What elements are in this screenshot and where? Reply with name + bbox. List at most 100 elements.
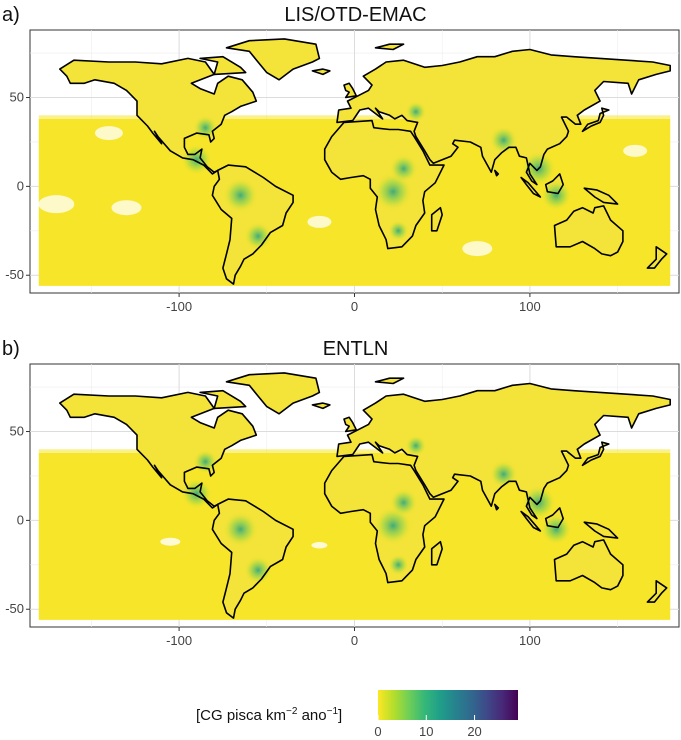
data-gap [94,126,123,141]
land-fill-japan [582,442,609,466]
hotspot [389,154,418,183]
land-fill-uk [344,83,357,98]
hotspot [540,179,573,212]
land-fill-eurasia [337,49,671,185]
land-fill-baffin [200,56,246,75]
x-tick-label: 0 [351,299,358,314]
coastline-svalbard [374,377,405,385]
land-fill-baffin [200,390,246,409]
coastline-north-america [59,391,258,509]
land-fill-north-america [59,392,257,508]
map-b: -100 0 100 -50 0 50 [5,363,680,648]
x-tick-label: 0 [351,633,358,648]
x-tick-label: 100 [519,299,541,314]
hotspot [489,460,518,489]
coastline-iceland [311,68,331,76]
colorbar: 0 10 20 [374,690,518,739]
land-fill-new-zealand [647,580,667,603]
coastline-borneo [544,173,564,195]
coastline-japan [581,107,610,133]
colorbar-tick-label: 10 [419,724,433,739]
data-gap [307,215,332,228]
land-fill-uk [344,417,357,432]
coastline-south-america [211,498,294,619]
land-fill-new-guinea [584,522,618,539]
hotspot [222,511,259,547]
x-tick-label: -100 [166,633,192,648]
land-fill-australia [554,539,623,590]
hotspot [387,220,409,242]
legend-title: [CG pisca km−2 ano−1] [196,706,343,724]
coastline-uk [343,416,358,433]
hotspot [540,513,573,546]
x-tick-label: 100 [519,633,541,648]
coastline-eurasia [336,48,671,186]
coastline-south-america [211,164,294,285]
coastline-baffin [199,55,247,76]
land-fill-japan [582,108,609,132]
coastline-new-guinea [583,521,619,539]
coastline-new-zealand [646,246,668,269]
hotspot [405,101,427,123]
hotspot [180,477,213,510]
y-tick-label: 50 [10,424,24,439]
data-gap [111,200,142,216]
y-tick-label: 50 [10,90,24,105]
land-fill-new-guinea [584,188,618,205]
land-fill-greenland [226,372,320,414]
coastline-eurasia [336,382,671,520]
colorbar-gradient [378,690,518,720]
coastline-north-america [59,57,258,175]
hotspot [222,177,259,213]
panel-a-title: LIS/OTD-EMAC [284,4,427,26]
y-tick-label: -50 [5,267,24,282]
coastline-madagascar [430,540,443,566]
y-tick-label: -50 [5,601,24,616]
coastline-svalbard [374,43,405,51]
coastline-sri-lanka [494,503,500,511]
data-gap [160,537,181,546]
coastline-australia [553,205,624,257]
coastline-borneo [544,507,564,529]
coastline-madagascar [430,206,443,232]
coastline-sumatra [520,176,542,198]
colorbar-tick-label: 0 [374,724,381,739]
coastline-iceland [311,402,331,410]
coastline-sri-lanka [494,169,500,177]
coastline-new-zealand [646,580,668,603]
panel-b-title: ENTLN [322,338,389,360]
data-gap [623,144,648,157]
y-tick-label: 0 [17,512,24,527]
data-gap [311,542,328,549]
coastline-uk [343,82,358,99]
hotspot [180,143,213,176]
coastline-australia [553,539,624,591]
hotspot [243,222,273,251]
hotspot [243,556,273,585]
hotspot [387,554,409,576]
data-gap [38,195,75,214]
land-fill-north-america [59,58,257,174]
coastline-baffin [199,389,247,410]
coastline-greenland [225,372,321,415]
land-fill-eurasia [337,383,671,519]
hotspot [389,488,418,517]
x-tick-label: -100 [166,299,192,314]
colorbar-tick-label: 20 [467,724,481,739]
panel-a-label: a) [2,4,20,26]
map-a: -100 0 100 -50 0 50 [5,29,680,314]
coastline-africa [323,119,445,250]
panel-b-label: b) [2,338,20,360]
hotspot [405,435,427,457]
land-fill-australia [554,205,623,256]
coastline-japan [581,441,610,467]
data-gap [462,241,493,257]
coastline-new-guinea [583,187,619,205]
coastline-africa [323,453,445,584]
land-fill-greenland [226,38,320,80]
hotspot [489,126,518,155]
coastline-greenland [225,38,321,81]
y-tick-label: 0 [17,178,24,193]
coastline-sumatra [520,510,542,532]
land-fill-new-zealand [647,246,667,269]
